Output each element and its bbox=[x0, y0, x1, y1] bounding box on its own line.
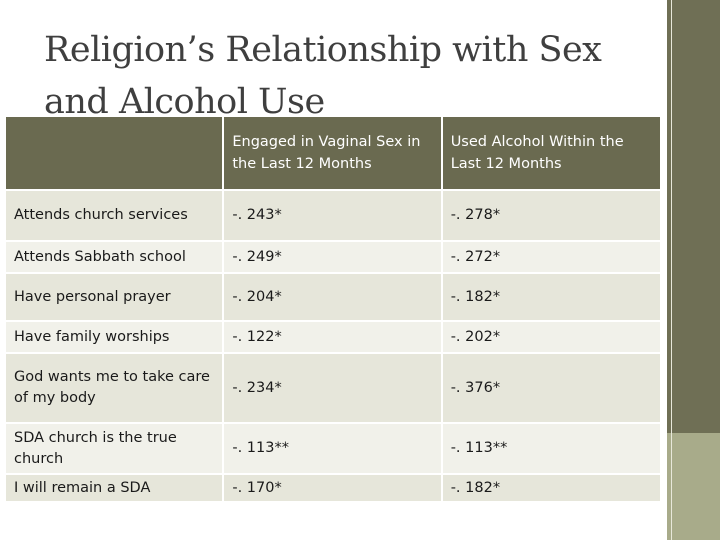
sex-value: -. 170* bbox=[223, 474, 442, 502]
slide-title-line2: and Alcohol Use bbox=[44, 82, 325, 122]
header-alcohol-use: Used Alcohol Within the Last 12 Months bbox=[441, 116, 661, 190]
table-row: SDA church is the true church -. 113** -… bbox=[5, 423, 661, 474]
sex-value: -. 204* bbox=[223, 273, 442, 321]
side-bar-divider-line bbox=[671, 0, 672, 540]
row-label: God wants me to take care of my body bbox=[5, 353, 224, 423]
table-row: Attends church services -. 243* -. 278* bbox=[5, 190, 661, 241]
table-header-row: Engaged in Vaginal Sex in the Last 12 Mo… bbox=[5, 116, 661, 190]
header-corner-cell bbox=[5, 116, 224, 190]
sex-value: -. 249* bbox=[223, 241, 442, 273]
header-vaginal-sex: Engaged in Vaginal Sex in the Last 12 Mo… bbox=[223, 116, 442, 190]
table-row: Have personal prayer -. 204* -. 182* bbox=[5, 273, 661, 321]
alcohol-value: -. 376* bbox=[441, 353, 661, 423]
table-row: Attends Sabbath school -. 249* -. 272* bbox=[5, 241, 661, 273]
row-label: Attends church services bbox=[5, 190, 224, 241]
table-row: God wants me to take care of my body -. … bbox=[5, 353, 661, 423]
sex-value: -. 234* bbox=[223, 353, 442, 423]
side-bar-dark-strip bbox=[667, 0, 720, 433]
row-label: I will remain a SDA bbox=[5, 474, 224, 502]
alcohol-value: -. 113** bbox=[441, 423, 661, 474]
side-bar-accent-block bbox=[667, 433, 720, 540]
alcohol-value: -. 272* bbox=[441, 241, 661, 273]
correlation-table: Engaged in Vaginal Sex in the Last 12 Mo… bbox=[5, 116, 661, 502]
decorative-side-bar bbox=[667, 0, 720, 540]
row-label: Attends Sabbath school bbox=[5, 241, 224, 273]
slide-title-line1: Religion’s Relationship with Sex bbox=[44, 30, 602, 70]
alcohol-value: -. 182* bbox=[441, 273, 661, 321]
sex-value: -. 122* bbox=[223, 321, 442, 353]
table-row: Have family worships -. 122* -. 202* bbox=[5, 321, 661, 353]
row-label: Have personal prayer bbox=[5, 273, 224, 321]
row-label: Have family worships bbox=[5, 321, 224, 353]
slide-title: Religion’s Relationship with Sex and Alc… bbox=[44, 24, 644, 128]
sex-value: -. 243* bbox=[223, 190, 442, 241]
alcohol-value: -. 202* bbox=[441, 321, 661, 353]
sex-value: -. 113** bbox=[223, 423, 442, 474]
row-label: SDA church is the true church bbox=[5, 423, 224, 474]
alcohol-value: -. 182* bbox=[441, 474, 661, 502]
alcohol-value: -. 278* bbox=[441, 190, 661, 241]
table-row: I will remain a SDA -. 170* -. 182* bbox=[5, 474, 661, 502]
